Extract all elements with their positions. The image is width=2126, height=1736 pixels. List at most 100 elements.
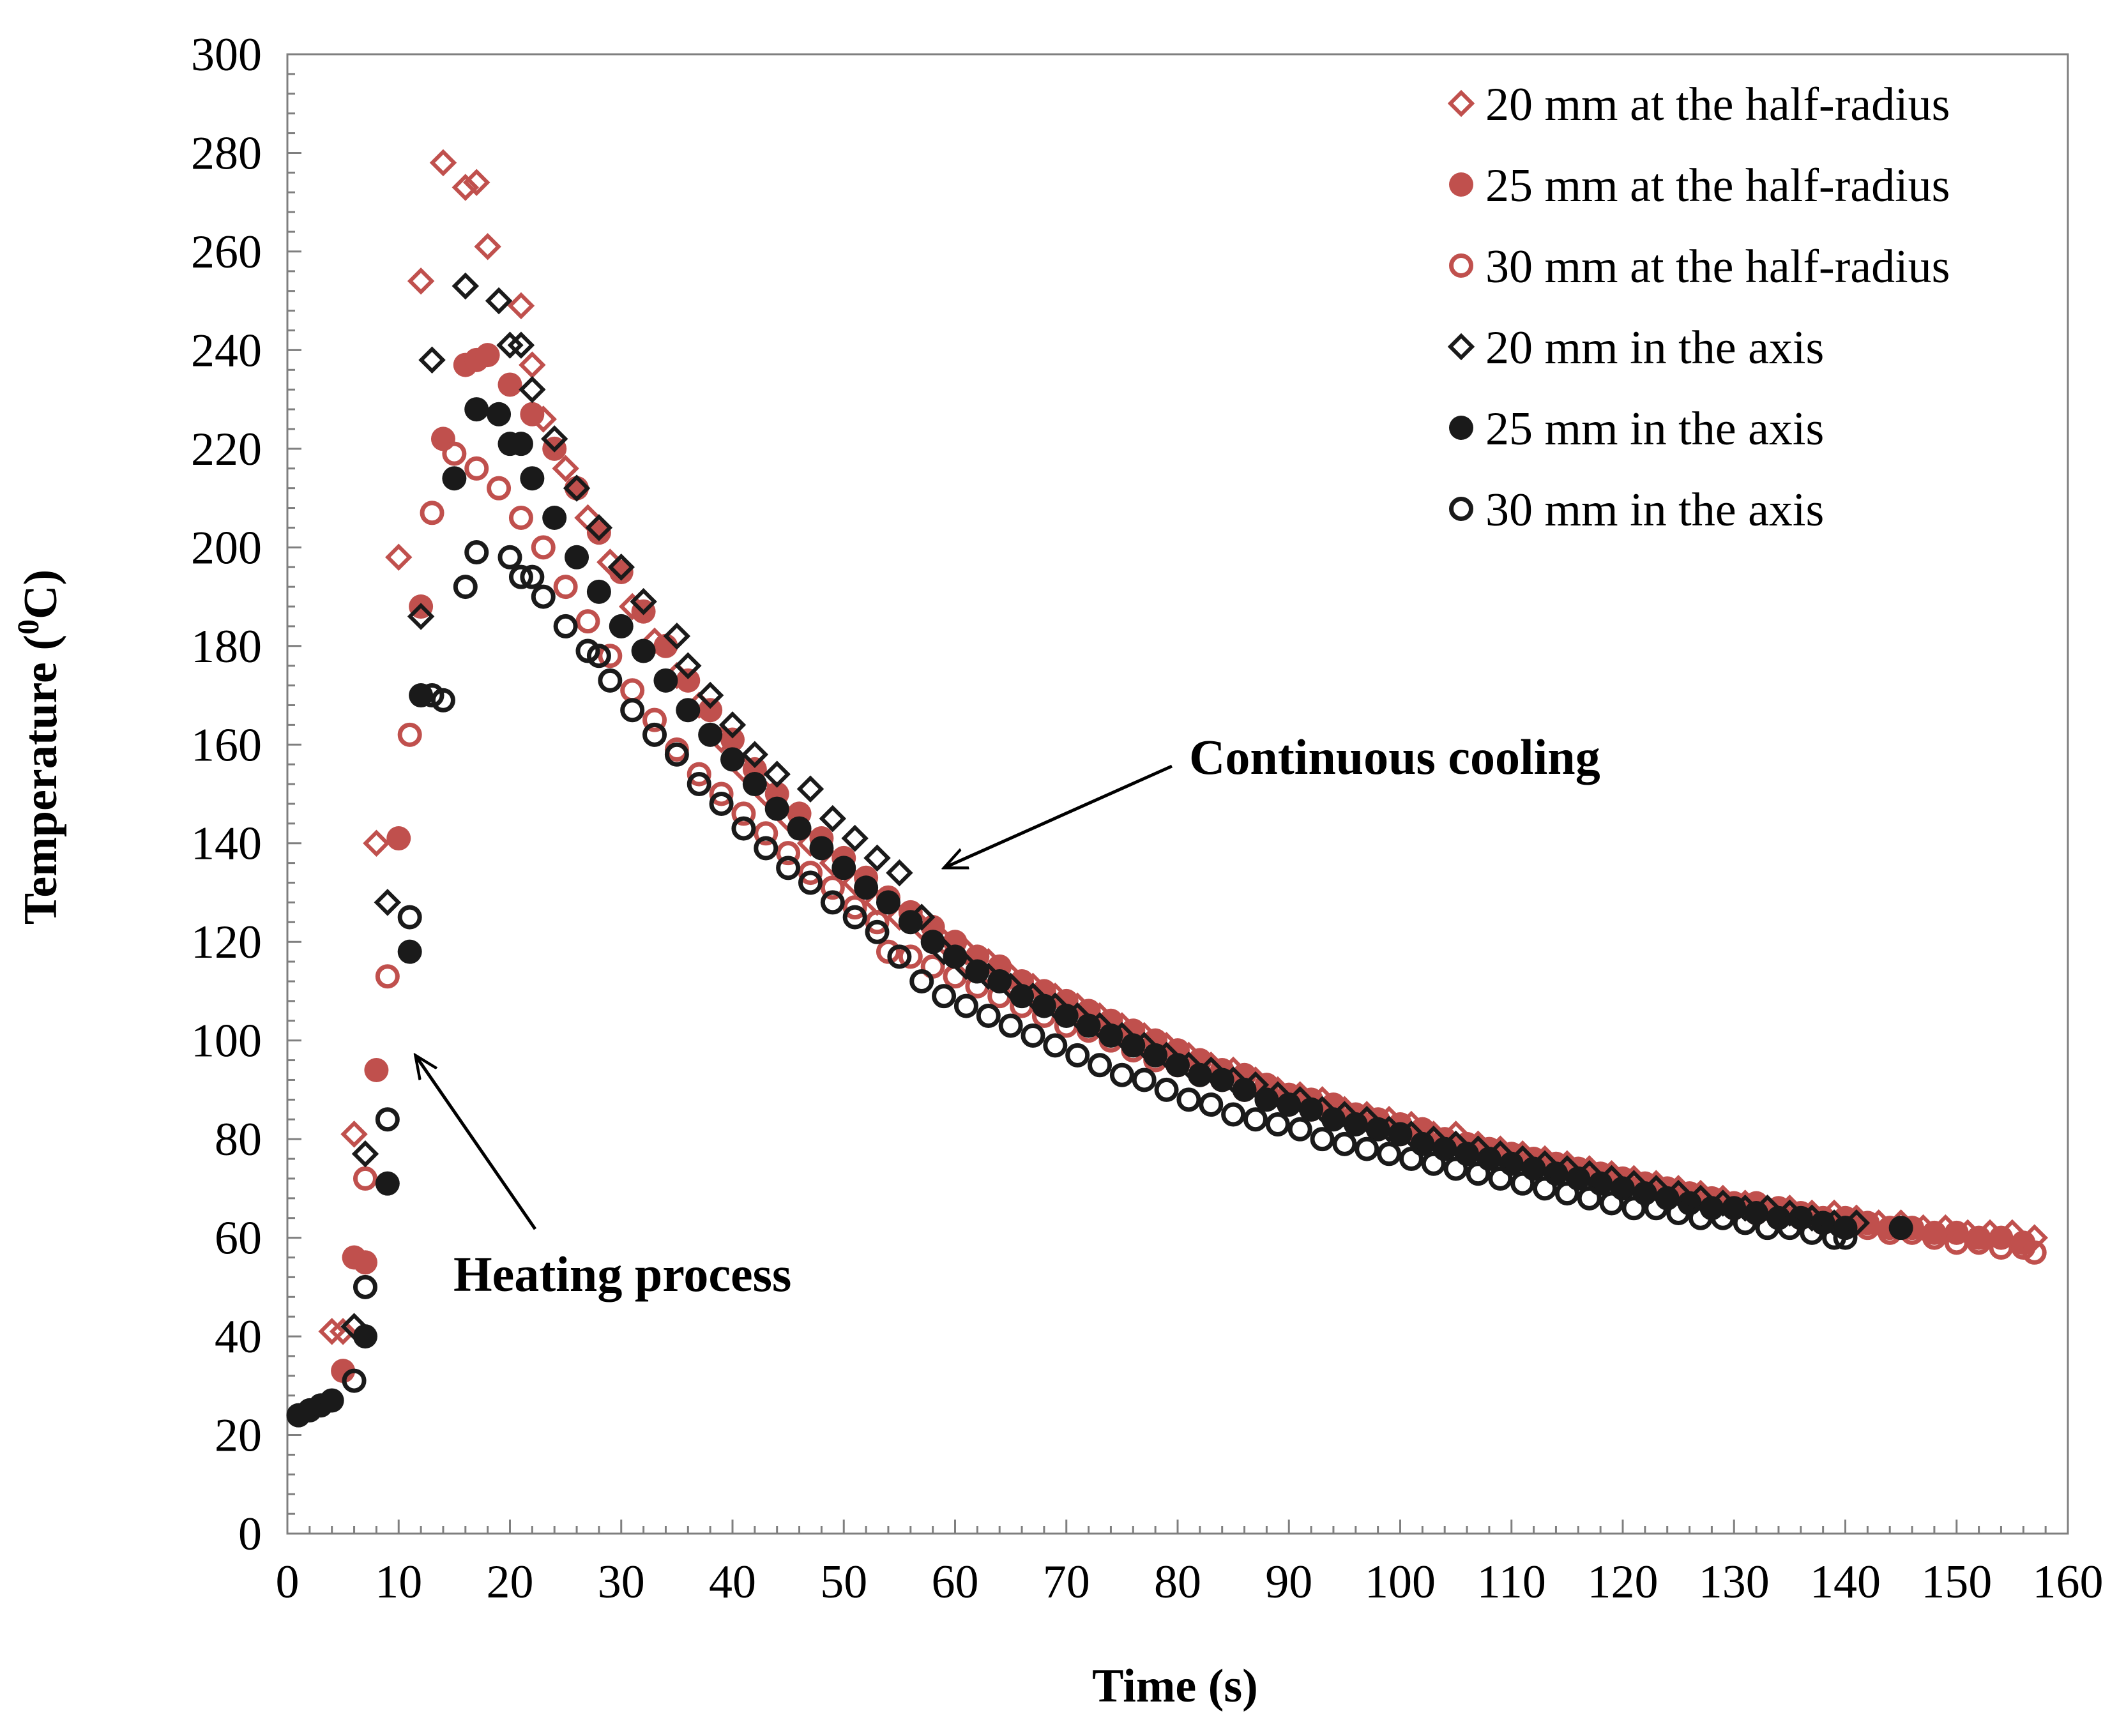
data-point [397,939,422,964]
y-axis-title: Temperature (0C) [11,570,67,925]
data-point [1888,1216,1913,1241]
data-point [397,722,422,747]
data-point [886,859,913,887]
data-point [842,905,867,930]
data-point [932,984,957,1009]
data-point [687,772,711,797]
data-point [1076,1013,1101,1038]
data-point [653,668,678,693]
data-point [351,1140,379,1168]
legend-label: 20 mm in the axis [1485,322,1824,374]
data-point [531,584,556,609]
legend-item: 30 mm at the half-radius [1449,241,1950,293]
legend-item: 25 mm in the axis [1449,403,1824,455]
data-point [1755,1216,1780,1241]
data-point [764,796,789,821]
data-point [920,930,945,955]
data-point [487,476,512,501]
data-point [552,455,579,483]
data-point [731,816,756,841]
data-point [696,681,724,709]
data-point [442,441,467,466]
data-point [353,1274,377,1299]
annotation-continuous-cooling: Continuous cooling [1189,729,1600,785]
legend-marker [1447,333,1475,361]
data-point [809,836,834,861]
data-point [698,722,723,747]
data-point [676,668,701,693]
data-point [342,1368,367,1393]
data-point [976,1004,1001,1029]
data-point [1132,1068,1157,1092]
data-point [507,292,535,320]
data-point [353,1324,377,1349]
data-point [340,1121,368,1148]
data-point [718,711,747,739]
data-point [464,456,489,481]
data-point [609,614,634,638]
y-tick-label: 0 [238,1508,262,1560]
annotations: Continuous cooling Heating process [415,729,1600,1302]
y-tick-label: 140 [191,818,262,870]
data-point [664,742,689,767]
legend-label: 30 mm at the half-radius [1485,241,1950,293]
y-tick-label: 180 [191,621,262,673]
data-point [1355,1136,1379,1161]
x-tick-label: 80 [1154,1556,1201,1608]
y-tick-label: 80 [215,1113,262,1166]
data-point [485,287,513,315]
data-point [397,905,422,930]
data-point [565,545,589,570]
data-point [462,169,490,197]
data-point [1310,1127,1335,1152]
data-point [742,772,767,797]
data-point [519,351,546,379]
data-point [787,816,812,841]
data-point [487,402,512,426]
data-point [865,910,890,935]
data-point [364,1058,389,1083]
x-tick-label: 50 [820,1556,867,1608]
data-point [720,727,745,752]
x-tick-label: 90 [1265,1556,1312,1608]
data-point [1599,1191,1624,1216]
data-point [831,856,856,880]
data-point [429,149,457,177]
y-tick-label: 160 [191,719,262,771]
data-point [763,760,791,788]
data-point [452,272,480,300]
data-point [586,644,611,668]
data-point [754,821,778,846]
data-point [1822,1225,1847,1250]
data-point [1088,1053,1112,1078]
legend-label: 25 mm in the axis [1485,403,1824,455]
data-point [1299,1097,1324,1122]
data-point [575,609,600,634]
legend-marker [1447,89,1475,117]
data-point [508,432,533,457]
data-point [1944,1230,1969,1255]
y-tick-label: 100 [191,1015,262,1068]
data-point [1243,1107,1268,1132]
data-point [798,870,823,895]
data-point [1443,1156,1468,1181]
data-point [1800,1220,1825,1245]
data-point [420,501,444,525]
y-tick-label: 200 [191,522,262,574]
annotation-heating-process: Heating process [453,1246,791,1302]
data-point [1143,1043,1168,1068]
data-point [575,638,600,663]
data-point [841,824,869,852]
data-point [943,944,968,969]
y-tick-label: 120 [191,916,262,969]
data-point [420,683,444,708]
legend-marker [1449,416,1473,440]
data-point [1766,1205,1791,1230]
data-point [1021,1023,1045,1048]
data-point [1232,1077,1257,1102]
data-point [598,644,623,668]
data-point [407,603,435,630]
data-point [375,964,400,989]
data-point [453,575,478,600]
data-point [1365,1117,1390,1142]
